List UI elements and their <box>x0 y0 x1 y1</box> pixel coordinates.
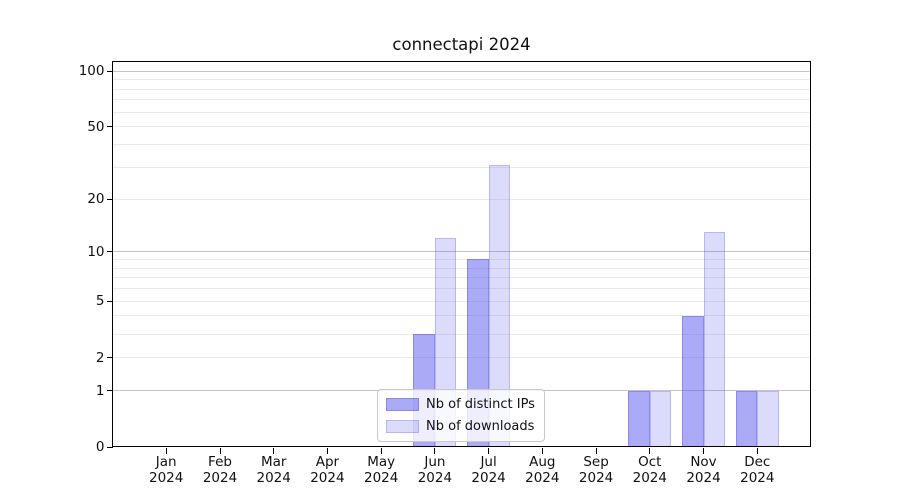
x-tick-mark <box>541 448 543 454</box>
y-tick-label: 1 <box>95 382 105 399</box>
x-tick-mark <box>326 448 328 454</box>
x-tick-label: Sep 2024 <box>578 454 614 486</box>
legend: Nb of distinct IPs Nb of downloads <box>377 389 545 442</box>
y-gridline-minor <box>112 277 811 279</box>
y-gridline-minor <box>112 111 811 113</box>
y-tick-mark <box>106 126 113 128</box>
legend-swatch-downloads <box>386 420 419 433</box>
legend-entry-distinct-ips: Nb of distinct IPs <box>386 395 535 414</box>
y-tick-label: 20 <box>87 191 105 207</box>
bar <box>628 390 650 447</box>
y-gridline-minor <box>112 144 811 145</box>
y-tick-label: 2 <box>95 349 105 366</box>
x-tick-label: Feb 2024 <box>202 454 238 486</box>
y-gridline-minor <box>112 258 811 260</box>
x-tick-mark <box>756 448 758 454</box>
y-gridline-minor <box>112 315 811 317</box>
y-gridline-minor <box>112 88 811 90</box>
x-tick-label: Aug 2024 <box>525 454 560 486</box>
y-gridline-minor <box>112 267 811 269</box>
x-tick-mark <box>703 448 704 454</box>
y-tick-mark <box>106 300 113 302</box>
y-tick-label: 5 <box>95 293 105 309</box>
y-tick-mark <box>106 446 113 448</box>
x-tick-mark <box>595 448 597 454</box>
y-tick-mark <box>106 198 113 200</box>
y-gridline-minor <box>112 300 811 302</box>
x-tick-label: May 2024 <box>364 454 399 486</box>
y-gridline-minor <box>112 357 811 358</box>
x-tick-label: Jul 2024 <box>471 454 506 486</box>
y-gridline-minor <box>112 79 811 80</box>
bar <box>682 315 704 447</box>
x-tick-mark <box>380 448 382 454</box>
y-tick-mark <box>106 390 113 391</box>
x-tick-mark <box>165 448 167 454</box>
x-tick-mark <box>219 448 221 454</box>
y-tick-label: 10 <box>87 243 105 260</box>
x-tick-label: Nov 2024 <box>686 454 721 486</box>
x-tick-label: Oct 2024 <box>632 454 667 486</box>
y-gridline-minor <box>112 198 811 200</box>
chart-title: connectapi 2024 <box>392 35 531 54</box>
y-tick-label: 0 <box>95 439 105 455</box>
y-gridline-major <box>112 70 811 72</box>
legend-entry-downloads: Nb of downloads <box>386 417 535 436</box>
y-gridline-minor <box>112 333 811 335</box>
bar <box>703 232 725 447</box>
y-gridline-major <box>112 251 811 253</box>
y-tick-mark <box>106 357 113 358</box>
y-gridline-minor <box>112 166 811 168</box>
x-tick-label: Apr 2024 <box>310 454 345 486</box>
y-tick-mark <box>106 70 113 72</box>
x-tick-mark <box>273 448 275 454</box>
x-tick-label: Jan 2024 <box>149 454 184 486</box>
x-tick-label: Dec 2024 <box>740 454 775 486</box>
legend-label-distinct-ips: Nb of distinct IPs <box>426 397 535 412</box>
bar <box>488 164 511 447</box>
x-tick-mark <box>434 448 436 454</box>
x-tick-mark <box>488 448 490 454</box>
y-gridline-minor <box>112 288 811 289</box>
x-tick-label: Mar 2024 <box>256 454 291 486</box>
y-gridline-minor <box>112 99 811 101</box>
bar <box>735 390 758 447</box>
y-tick-label: 50 <box>87 118 105 135</box>
legend-label-downloads: Nb of downloads <box>426 419 535 434</box>
x-tick-mark <box>649 448 651 454</box>
x-tick-label: Jun 2024 <box>417 454 453 486</box>
bar <box>757 390 779 447</box>
y-gridline-minor <box>112 126 811 128</box>
y-tick-label: 100 <box>78 63 105 79</box>
y-tick-mark <box>106 251 113 253</box>
bar <box>649 390 672 447</box>
legend-swatch-distinct-ips <box>386 398 419 411</box>
